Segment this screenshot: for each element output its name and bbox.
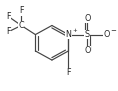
Text: F: F — [6, 27, 11, 36]
Text: O: O — [103, 30, 109, 39]
Text: F: F — [19, 6, 23, 15]
Text: O: O — [84, 47, 91, 55]
Text: F: F — [6, 12, 11, 21]
Text: −: − — [110, 28, 116, 34]
Text: +: + — [73, 28, 77, 33]
Text: N: N — [65, 30, 71, 39]
Text: S: S — [85, 30, 90, 39]
Text: F: F — [66, 68, 71, 77]
Text: O: O — [84, 14, 91, 23]
Text: C: C — [18, 21, 24, 30]
